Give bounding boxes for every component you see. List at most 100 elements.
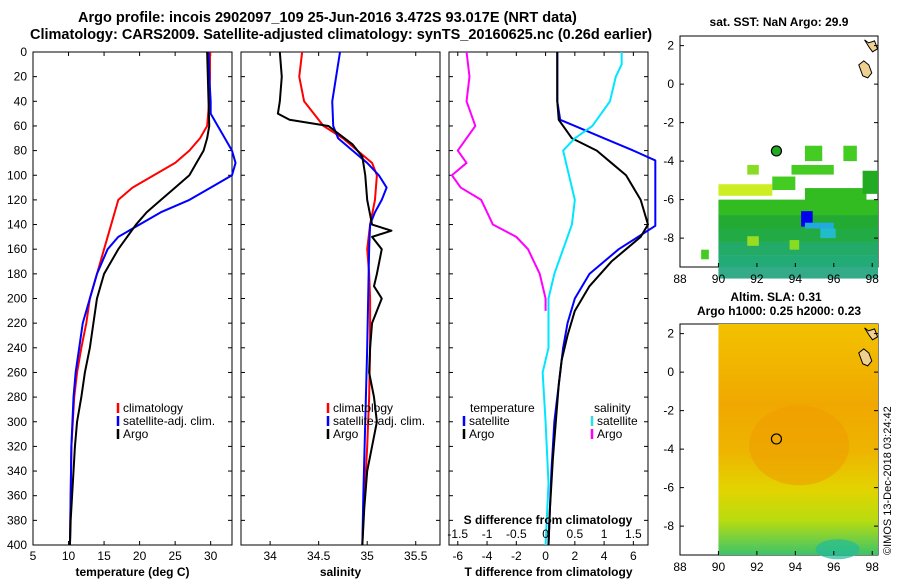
- sla-map-title-line2: Argo h1000: 0.25 h2000: 0.23: [697, 304, 861, 318]
- x-tick-label: 4: [601, 549, 608, 563]
- series-s-satellite: [541, 52, 623, 546]
- sst-patch: [718, 228, 878, 242]
- x-tick-label: 25: [168, 549, 182, 563]
- legend-label: climatology: [333, 401, 393, 415]
- sst-patch: [718, 255, 878, 269]
- map-x-tick-label: 96: [827, 560, 841, 574]
- figure-title-line2: Climatology: CARS2009. Satellite-adjuste…: [30, 27, 653, 43]
- y-tick-label: 160: [7, 242, 27, 256]
- sst-patch: [804, 145, 823, 162]
- map-y-tick-label: -2: [663, 116, 674, 130]
- series-argo: [276, 51, 393, 546]
- x-tick-label: -4: [482, 549, 493, 563]
- map-y-tick-label: 0: [667, 77, 674, 91]
- map-y-tick-label: 0: [667, 365, 674, 379]
- series-t-argo: [547, 52, 649, 546]
- y-tick-label: 220: [7, 316, 27, 330]
- map-x-tick-label: 90: [712, 272, 726, 286]
- y-tick-label: 60: [14, 119, 28, 133]
- map-y-tick-label: -8: [663, 519, 674, 533]
- y-tick-label: 140: [7, 218, 27, 232]
- x-tick-label: -2: [511, 549, 522, 563]
- map-y-tick-label: -8: [663, 231, 674, 245]
- argo-profile-marker: [770, 145, 783, 157]
- sst-patch: [801, 211, 813, 227]
- series-s-argo: [450, 51, 547, 311]
- x-axis-label: salinity: [320, 565, 362, 579]
- y-tick-label: 80: [14, 144, 28, 158]
- y-tick-label: 40: [14, 94, 28, 108]
- y-tick-label: 300: [7, 415, 27, 429]
- salinity-panel-frame: [240, 51, 441, 546]
- legend-label: satellite: [597, 414, 638, 428]
- temperature-panel-frame: [32, 51, 233, 546]
- map-y-tick-label: -4: [663, 154, 674, 168]
- sst-map-title: sat. SST: NaN Argo: 29.9: [710, 15, 849, 29]
- y-tick-label: 100: [7, 168, 27, 182]
- map-x-tick-label: 90: [712, 560, 726, 574]
- map-y-tick-label: -6: [663, 481, 674, 495]
- y-tick-label: 200: [7, 292, 27, 306]
- x-tick-label: 10: [62, 549, 76, 563]
- legend-label: satellite-adj. clim.: [333, 414, 425, 428]
- s-tick-label: 0: [542, 527, 549, 541]
- x-tick-label: 5: [30, 549, 37, 563]
- legend-title-temperature: temperature: [470, 401, 535, 415]
- sst-patch: [791, 164, 834, 175]
- sst-patch: [772, 176, 796, 190]
- sst-patch: [820, 228, 836, 239]
- x-axis-label: temperature (deg C): [75, 565, 189, 579]
- y-tick-label: 20: [14, 70, 28, 84]
- sst-patch: [718, 267, 878, 279]
- map-x-tick-label: 94: [789, 272, 803, 286]
- x-tick-label: 35: [361, 549, 375, 563]
- s-tick-label: 0.5: [566, 527, 583, 541]
- y-tick-label: 280: [7, 390, 27, 404]
- sst-patch: [718, 215, 878, 231]
- sla-map: [679, 323, 879, 560]
- s-tick-label: -1: [482, 527, 493, 541]
- sst-patch: [718, 184, 773, 196]
- series-argo: [68, 51, 211, 546]
- sst-patch: [747, 164, 759, 175]
- sst-patch: [843, 145, 857, 162]
- y-tick-label: 240: [7, 341, 27, 355]
- sst-patch: [747, 236, 759, 246]
- x-axis-label: T difference from climatology: [464, 565, 632, 579]
- x-tick-label: 15: [97, 549, 111, 563]
- s-tick-label: 1: [601, 527, 608, 541]
- y-tick-label: 120: [7, 193, 27, 207]
- map-y-tick-label: -2: [663, 404, 674, 418]
- x-tick-label: 6: [630, 549, 637, 563]
- map-x-tick-label: 92: [750, 272, 764, 286]
- map-y-tick-label: -6: [663, 193, 674, 207]
- map-x-tick-label: 92: [750, 560, 764, 574]
- y-tick-label: 360: [7, 489, 27, 503]
- x-tick-label: 20: [133, 549, 147, 563]
- x-tick-label: 35.5: [404, 549, 428, 563]
- x-tick-label: 2: [571, 549, 578, 563]
- x-tick-label: 34: [263, 549, 277, 563]
- sst-patch: [718, 199, 878, 216]
- y-tick-label: 340: [7, 464, 27, 478]
- y-tick-label: 180: [7, 267, 27, 281]
- imos-credit: ©IMOS 13-Dec-2018 03:24:42: [882, 406, 894, 555]
- legend-label: Argo: [333, 427, 359, 441]
- island-outline: [858, 39, 879, 79]
- y-tick-label: 380: [7, 513, 27, 527]
- s-tick-label: -0.5: [506, 527, 527, 541]
- sla-map-title-line1: Altim. SLA: 0.31: [730, 290, 822, 304]
- legend-label: satellite: [469, 414, 510, 428]
- map-x-tick-label: 88: [673, 272, 687, 286]
- map-y-tick-label: -4: [663, 442, 674, 456]
- map-y-tick-label: 2: [667, 39, 674, 53]
- legend-label: Argo: [123, 427, 149, 441]
- s-tick-label: 1.5: [625, 527, 642, 541]
- island-outline: [858, 327, 879, 367]
- map-x-tick-label: 88: [673, 560, 687, 574]
- s-tick-label: -1.5: [447, 527, 468, 541]
- x-tick-label: -6: [452, 549, 463, 563]
- legend-label: satellite-adj. clim.: [123, 414, 215, 428]
- legend-title-salinity: salinity: [594, 401, 631, 415]
